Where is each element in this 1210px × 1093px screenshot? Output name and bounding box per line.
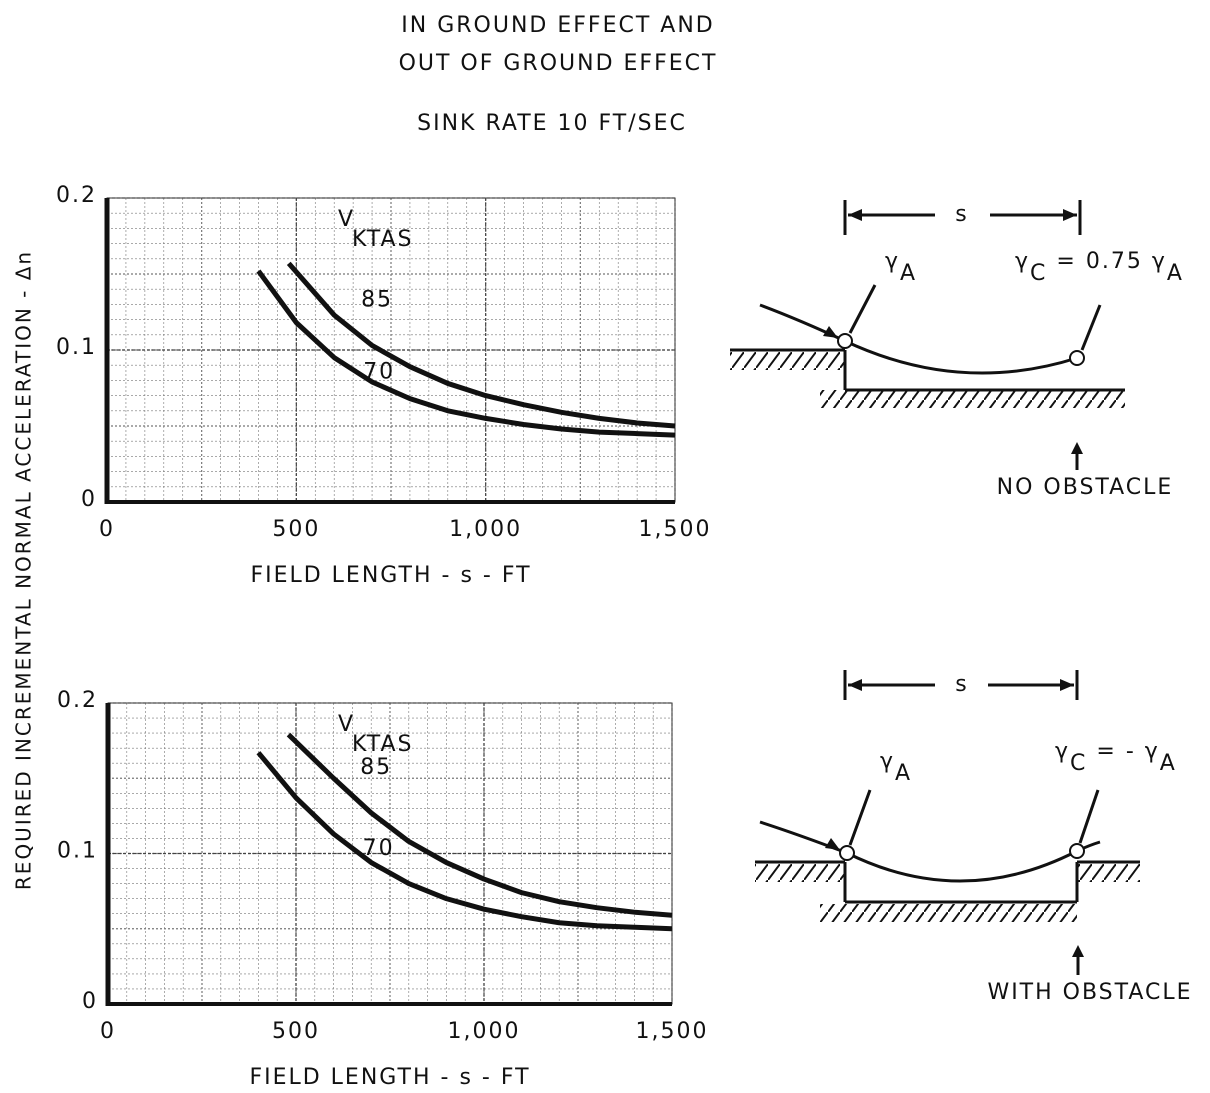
x-tick-label: 1,500: [639, 517, 712, 542]
x-tick-label: 1,500: [636, 1019, 709, 1044]
x-tick-label: 0: [99, 517, 115, 542]
x-tick-label: 0: [100, 1019, 116, 1044]
diagram-caption: NO OBSTACLE: [997, 475, 1174, 500]
angle-a-label: γA: [880, 749, 912, 786]
x-axis-label: FIELD LENGTH - s - FT: [250, 563, 531, 588]
series-line: [286, 261, 676, 429]
y-tick-label: 0.1: [56, 335, 97, 360]
x-tick-label: 500: [272, 517, 320, 542]
y-tick-label: 0.2: [57, 688, 98, 713]
series-label: 85: [360, 755, 392, 780]
y-tick-label: 0.2: [56, 183, 97, 208]
x-tick-label: 1,000: [449, 517, 522, 542]
legend-title-sub: KTAS: [352, 227, 413, 252]
diagram-no-obstacle: s γA γC = 0.75 γA NO OBSTACLE: [730, 200, 1184, 500]
y-tick-label: 0: [82, 989, 98, 1014]
series-line: [256, 269, 676, 438]
legend-title: V: [338, 712, 355, 737]
x-axis-label: FIELD LENGTH - s - FT: [249, 1065, 530, 1090]
series-label: 70: [363, 360, 395, 385]
y-tick-label: 0.1: [57, 839, 98, 864]
series-label: 85: [361, 287, 393, 312]
x-tick-label: 1,000: [448, 1019, 521, 1044]
x-tick-label: 500: [272, 1019, 320, 1044]
y-axis-label: REQUIRED INCREMENTAL NORMAL ACCELERATION…: [12, 250, 36, 890]
legend-title: V: [338, 207, 355, 232]
legend-title-sub: KTAS: [352, 732, 413, 757]
span-label: s: [955, 672, 968, 697]
series-line: [256, 751, 673, 932]
diagram-caption: WITH OBSTACLE: [987, 980, 1192, 1005]
diagram-with-obstacle: s γA γC = - γA WITH OBSTACLE: [755, 670, 1192, 1005]
angle-c-label: γC = - γA: [1055, 739, 1177, 776]
angle-a-label: γA: [885, 249, 917, 286]
span-label: s: [955, 202, 968, 227]
series-label: 70: [363, 836, 395, 861]
series-line: [286, 732, 673, 918]
sink-rate: SINK RATE 10 FT/SEC: [417, 111, 687, 136]
header-line: OUT OF GROUND EFFECT: [399, 51, 718, 76]
angle-c-label: γC = 0.75 γA: [1015, 249, 1184, 286]
y-tick-label: 0: [81, 487, 97, 512]
header-line: IN GROUND EFFECT AND: [401, 13, 714, 38]
